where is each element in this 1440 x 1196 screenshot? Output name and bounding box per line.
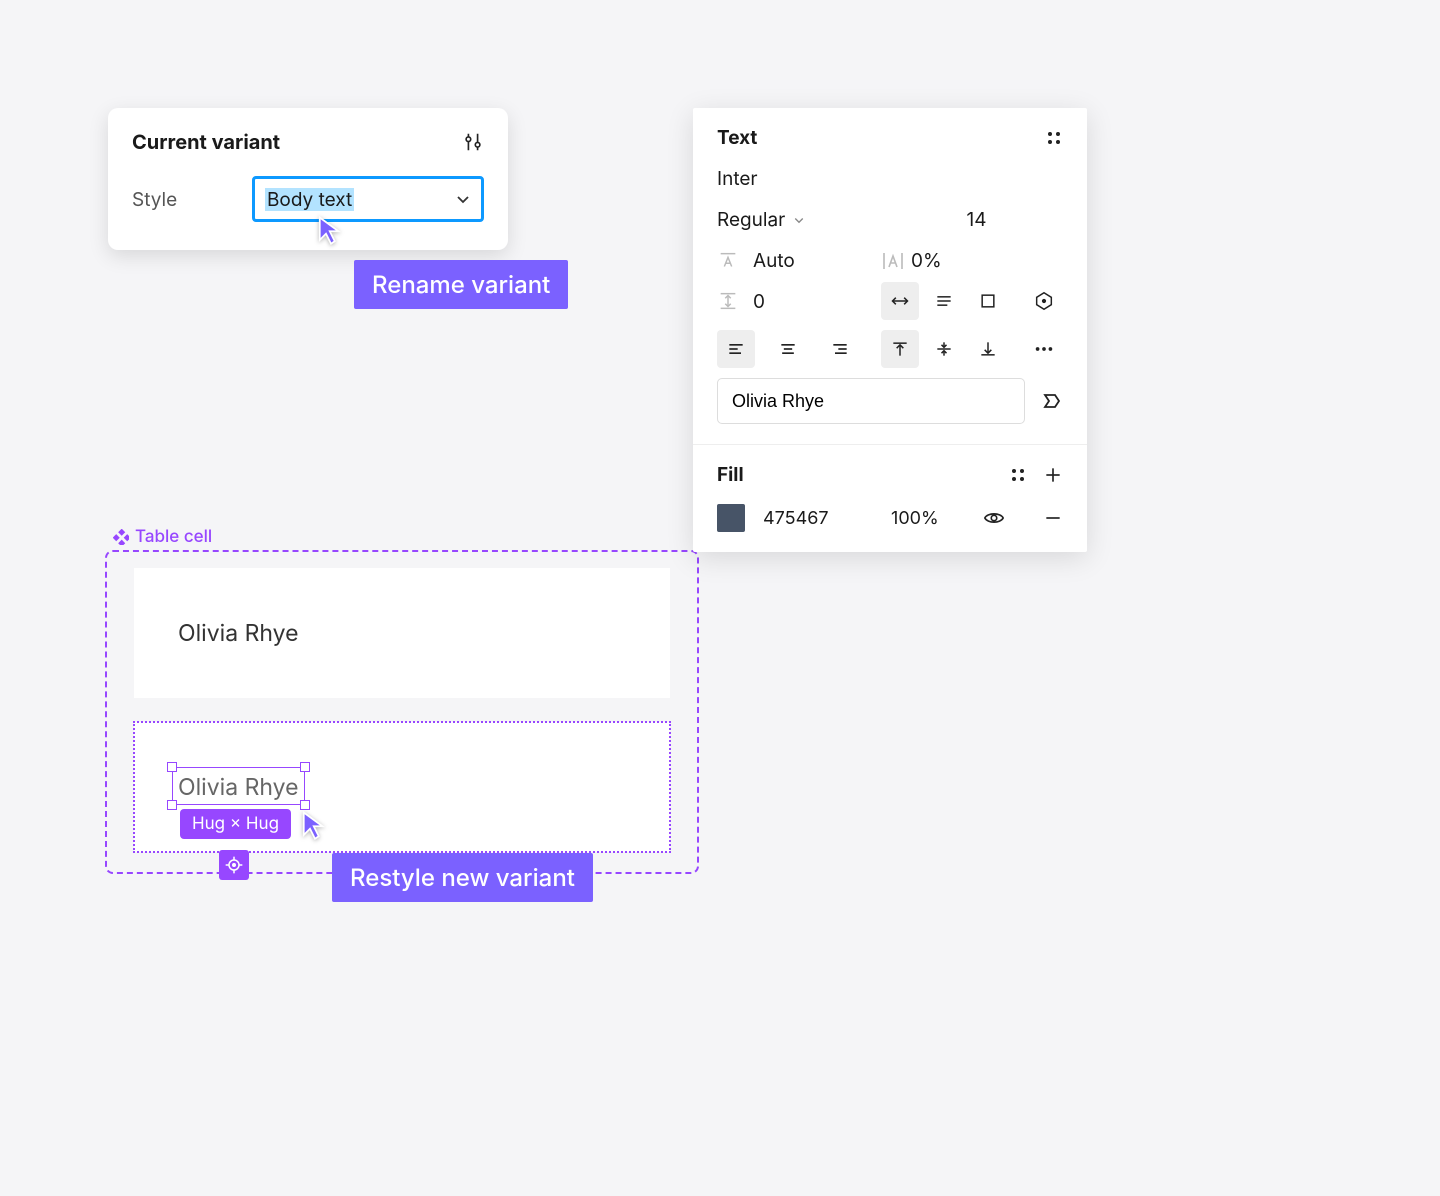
style-select[interactable]: Body text bbox=[252, 176, 484, 222]
component-label-text: Table cell bbox=[135, 527, 212, 547]
align-top-button[interactable] bbox=[881, 330, 919, 368]
font-family-select[interactable]: Inter bbox=[717, 167, 1063, 190]
selected-text-layer[interactable]: Olivia Rhye Hug × Hug bbox=[178, 773, 299, 801]
component-icon bbox=[113, 529, 129, 545]
line-height-value[interactable]: Auto bbox=[753, 249, 795, 272]
align-bottom-button[interactable] bbox=[969, 330, 1007, 368]
paragraph-spacing-icon bbox=[717, 290, 739, 312]
style-label: Style bbox=[132, 188, 222, 211]
chevron-down-icon bbox=[455, 191, 471, 207]
fill-section-title: Fill bbox=[717, 463, 744, 486]
align-middle-button[interactable] bbox=[925, 330, 963, 368]
component-label: Table cell bbox=[113, 527, 212, 547]
variant-panel: Current variant Style Body text bbox=[108, 108, 508, 250]
more-options-button[interactable] bbox=[1025, 330, 1063, 368]
table-cell-variant-2[interactable]: Olivia Rhye Hug × Hug bbox=[134, 722, 670, 852]
target-icon[interactable] bbox=[219, 850, 249, 880]
style-select-value: Body text bbox=[265, 188, 354, 211]
auto-height-button[interactable] bbox=[925, 282, 963, 320]
restyle-variant-callout: Restyle new variant bbox=[332, 853, 593, 902]
resize-handle[interactable] bbox=[300, 800, 310, 810]
line-height-icon bbox=[717, 250, 739, 272]
type-settings-button[interactable] bbox=[1025, 282, 1063, 320]
fill-section: Fill 475467 100% bbox=[693, 445, 1087, 552]
variant-panel-title: Current variant bbox=[132, 130, 280, 154]
resize-badge: Hug × Hug bbox=[180, 809, 291, 839]
resize-handle[interactable] bbox=[167, 762, 177, 772]
align-left-button[interactable] bbox=[717, 330, 755, 368]
resize-handle[interactable] bbox=[167, 800, 177, 810]
fill-hex[interactable]: 475467 bbox=[763, 508, 873, 529]
auto-width-button[interactable] bbox=[881, 282, 919, 320]
letter-spacing-icon bbox=[881, 250, 905, 272]
inspector-panel: Text Inter Regular 14 bbox=[693, 108, 1087, 552]
table-cell-variant-1[interactable]: Olivia Rhye bbox=[134, 568, 670, 698]
add-fill-button[interactable] bbox=[1043, 465, 1063, 485]
cell-text: Olivia Rhye bbox=[178, 619, 299, 647]
font-size-input[interactable]: 14 bbox=[890, 208, 1063, 231]
fill-swatch[interactable] bbox=[717, 504, 745, 532]
resize-handle[interactable] bbox=[300, 762, 310, 772]
apply-variable-icon[interactable] bbox=[1039, 389, 1063, 413]
selection-box bbox=[172, 767, 305, 805]
fill-opacity[interactable]: 100% bbox=[891, 508, 965, 529]
visibility-toggle[interactable] bbox=[983, 507, 1005, 529]
align-center-button[interactable] bbox=[769, 330, 807, 368]
settings-icon[interactable] bbox=[462, 131, 484, 153]
text-section-title: Text bbox=[717, 126, 757, 149]
remove-fill-button[interactable] bbox=[1043, 508, 1063, 528]
align-right-button[interactable] bbox=[821, 330, 859, 368]
letter-spacing-value[interactable]: 0% bbox=[911, 249, 942, 272]
styles-icon[interactable] bbox=[1009, 466, 1027, 484]
text-section: Text Inter Regular 14 bbox=[693, 108, 1087, 445]
text-content-input[interactable] bbox=[717, 378, 1025, 424]
font-weight-select[interactable]: Regular bbox=[717, 208, 890, 231]
styles-icon[interactable] bbox=[1045, 129, 1063, 147]
paragraph-spacing-value[interactable]: 0 bbox=[753, 290, 765, 313]
rename-variant-callout: Rename variant bbox=[354, 260, 568, 309]
fixed-size-button[interactable] bbox=[969, 282, 1007, 320]
